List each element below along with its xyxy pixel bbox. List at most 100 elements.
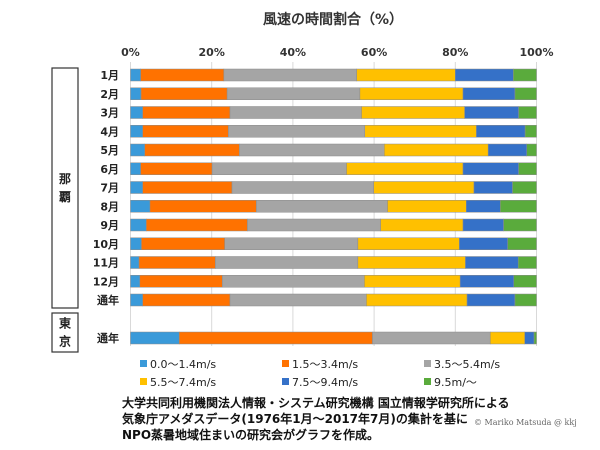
legend-label: 3.5〜5.4m/s [434, 358, 501, 371]
bar-segment-1 [130, 218, 147, 232]
legend-item: 5.5〜7.4m/s [140, 374, 216, 390]
bar-segment-4 [384, 143, 489, 157]
bar-segment-5 [473, 181, 513, 194]
bar-segment-2 [140, 87, 228, 100]
bar-segment-3 [231, 181, 374, 194]
legend-item: 0.0〜1.4m/s [140, 356, 216, 372]
bar-segment-6 [507, 237, 537, 250]
bar-segment-1 [130, 200, 151, 213]
bar-segment-1 [130, 331, 180, 345]
bar-segment-4 [357, 256, 466, 269]
bar-segment-4 [387, 200, 467, 213]
group-label: 那覇 [59, 172, 71, 204]
credit: © Mariko Matsuda @ kkj [474, 418, 577, 427]
bar-segment-2 [140, 68, 225, 82]
bar-segment-4 [380, 218, 464, 232]
x-tick-label: 100% [520, 46, 554, 59]
x-tick-label: 0% [121, 46, 140, 59]
legend-swatch [140, 378, 147, 385]
bar-segment-6 [518, 162, 537, 175]
legend-swatch [140, 360, 147, 367]
bar-segment-2 [178, 331, 373, 345]
category-label: 11月 [93, 257, 119, 270]
category-label: 12月 [93, 275, 119, 288]
credit-text: Mariko Matsuda @ kkj [484, 418, 577, 427]
bar-segment-3 [229, 106, 362, 119]
bar-segment-2 [142, 125, 229, 138]
bar-segment-2 [138, 256, 216, 269]
category-label: 通年 [97, 293, 119, 307]
bar-segment-6 [517, 256, 537, 269]
bar-segment-4 [359, 87, 464, 100]
bar-segment-6 [513, 275, 537, 288]
bar-segment-6 [503, 218, 537, 232]
bar-segment-5 [462, 87, 516, 100]
bar-segment-1 [130, 106, 143, 119]
bar-segment-1 [130, 162, 141, 175]
bar-segment-3 [215, 256, 359, 269]
bar-segment-2 [139, 275, 223, 288]
x-tick-label: 40% [280, 46, 306, 59]
bar-segment-4 [361, 106, 465, 119]
category-label: 通年 [97, 331, 119, 345]
legend-label: 7.5〜9.4m/s [292, 376, 359, 389]
bar-segment-4 [366, 293, 468, 307]
bar-segment-2 [142, 181, 233, 194]
bar-segment-2 [142, 106, 231, 119]
bar-segment-3 [372, 331, 491, 345]
bar-segment-4 [364, 125, 477, 138]
chart-title: 風速の時間割合（%） [263, 11, 403, 28]
legend-label: 5.5〜7.4m/s [150, 376, 217, 389]
bar-segment-1 [130, 275, 141, 288]
bar-segment-5 [466, 293, 516, 307]
bar-segment-3 [222, 275, 365, 288]
bar-segment-1 [130, 181, 143, 194]
bar-segment-3 [247, 218, 381, 232]
bar-segment-2 [141, 237, 225, 250]
bar-segment-1 [130, 143, 145, 157]
group-box [51, 67, 79, 309]
bar-segment-6 [533, 331, 537, 345]
bar-segment-6 [512, 181, 537, 194]
bar-segment-3 [223, 68, 357, 82]
bar-segment-6 [513, 68, 537, 82]
bar-segment-5 [487, 143, 528, 157]
legend-label: 1.5〜3.4m/s [292, 358, 359, 371]
bar-segment-1 [130, 293, 143, 307]
category-label: 4月 [100, 125, 119, 138]
note-line: 大学共同利用機関法人情報・システム研究機構 国立情報学研究所による [122, 396, 510, 410]
category-label: 7月 [100, 182, 119, 195]
legend-label: 9.5m/〜 [434, 376, 477, 389]
bar-segment-1 [130, 256, 140, 269]
x-tick-label: 20% [199, 46, 225, 59]
bar-segment-5 [455, 68, 514, 82]
x-tick-label: 80% [442, 46, 468, 59]
bar-segment-5 [462, 218, 504, 232]
bar-segment-4 [356, 68, 456, 82]
bar-segment-5 [462, 162, 519, 175]
bar-segment-6 [526, 143, 537, 157]
bar-segment-5 [524, 331, 535, 345]
legend-item: 1.5〜3.4m/s [282, 356, 358, 372]
category-label: 5月 [100, 144, 119, 157]
bar-segment-2 [144, 143, 240, 157]
bar-segment-4 [373, 181, 475, 194]
bar-segment-5 [466, 200, 501, 213]
category-label: 2月 [100, 88, 119, 101]
note-line: 気象庁アメダスデータ(1976年1月〜2017年7月)の集計を基に [122, 412, 468, 426]
bar-segment-5 [459, 275, 515, 288]
legend-item: 7.5〜9.4m/s [282, 374, 358, 390]
bar-segment-3 [211, 162, 347, 175]
bar-segment-1 [130, 237, 142, 250]
bar-segment-3 [228, 125, 366, 138]
bar-segment-5 [459, 237, 508, 250]
legend-swatch [282, 360, 289, 367]
legend-swatch [282, 378, 289, 385]
category-label: 1月 [100, 69, 119, 82]
bar-segment-4 [364, 275, 461, 288]
bar-segment-4 [357, 237, 460, 250]
bar-segment-3 [256, 200, 388, 213]
bar-segment-5 [464, 106, 519, 119]
